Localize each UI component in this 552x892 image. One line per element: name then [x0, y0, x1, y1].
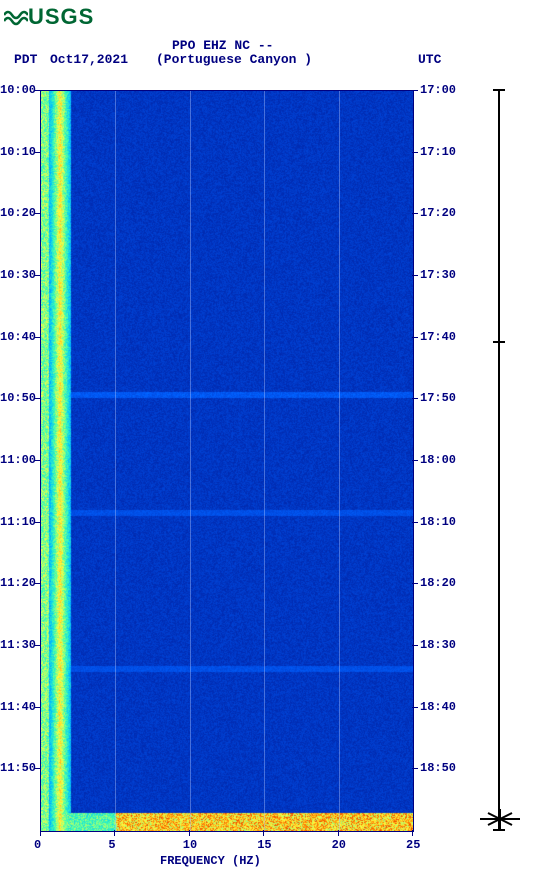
y-tick-right-label: 17:00 [420, 83, 456, 97]
usgs-logo: USGS [4, 4, 94, 30]
x-tick [189, 830, 190, 836]
y-tick-right-label: 17:50 [420, 391, 456, 405]
y-tick-right-label: 18:50 [420, 761, 456, 775]
y-tick-right-label: 17:40 [420, 330, 456, 344]
y-tick-right [412, 275, 418, 276]
date-label: Oct17,2021 [50, 52, 128, 67]
y-tick-right [412, 522, 418, 523]
station-line: PPO EHZ NC -- [172, 38, 273, 53]
x-tick [412, 830, 413, 836]
x-tick-label: 5 [108, 838, 115, 852]
spectrogram-canvas [41, 91, 413, 831]
y-tick-left-label: 10:20 [0, 206, 36, 220]
y-tick-right-label: 18:30 [420, 638, 456, 652]
spectrogram-plot [40, 90, 414, 832]
y-tick-right-label: 17:10 [420, 145, 456, 159]
y-tick-right-label: 18:20 [420, 576, 456, 590]
y-tick-right [412, 583, 418, 584]
x-tick [338, 830, 339, 836]
y-tick-right [412, 337, 418, 338]
y-tick-left-label: 11:30 [0, 638, 36, 652]
y-tick-right [412, 768, 418, 769]
y-tick-right [412, 460, 418, 461]
x-tick [114, 830, 115, 836]
y-tick-left-label: 10:00 [0, 83, 36, 97]
x-tick-label: 10 [183, 838, 197, 852]
x-tick [40, 830, 41, 836]
y-tick-right [412, 152, 418, 153]
y-tick-right-label: 18:40 [420, 700, 456, 714]
y-tick-right [412, 213, 418, 214]
y-tick-right-label: 17:20 [420, 206, 456, 220]
amp-tick [493, 341, 505, 343]
y-tick-right-label: 18:10 [420, 515, 456, 529]
x-tick-label: 20 [332, 838, 346, 852]
y-tick-right-label: 18:00 [420, 453, 456, 467]
tz-right: UTC [418, 52, 441, 67]
x-tick-label: 15 [257, 838, 271, 852]
y-tick-left-label: 11:40 [0, 700, 36, 714]
grid-line [264, 91, 265, 831]
amp-burst-icon [480, 809, 520, 834]
y-tick-left-label: 11:50 [0, 761, 36, 775]
grid-line [115, 91, 116, 831]
location-line: (Portuguese Canyon ) [156, 52, 312, 67]
y-tick-right [412, 90, 418, 91]
y-tick-right [412, 398, 418, 399]
usgs-logo-text: USGS [28, 4, 94, 29]
grid-line [190, 91, 191, 831]
y-tick-right [412, 707, 418, 708]
x-axis-label: FREQUENCY (HZ) [160, 854, 261, 868]
grid-line [339, 91, 340, 831]
y-tick-left-label: 10:50 [0, 391, 36, 405]
y-tick-right [412, 645, 418, 646]
y-tick-left-label: 10:10 [0, 145, 36, 159]
usgs-wave-icon [4, 9, 28, 27]
y-tick-left-label: 10:40 [0, 330, 36, 344]
x-tick-label: 25 [406, 838, 420, 852]
x-tick-label: 0 [34, 838, 41, 852]
y-tick-left-label: 11:20 [0, 576, 36, 590]
amp-tick [493, 89, 505, 91]
amplitude-bar [498, 90, 500, 830]
y-tick-right-label: 17:30 [420, 268, 456, 282]
x-tick [263, 830, 264, 836]
tz-left: PDT [14, 52, 37, 67]
y-tick-left-label: 10:30 [0, 268, 36, 282]
y-tick-left-label: 11:00 [0, 453, 36, 467]
y-tick-left-label: 11:10 [0, 515, 36, 529]
